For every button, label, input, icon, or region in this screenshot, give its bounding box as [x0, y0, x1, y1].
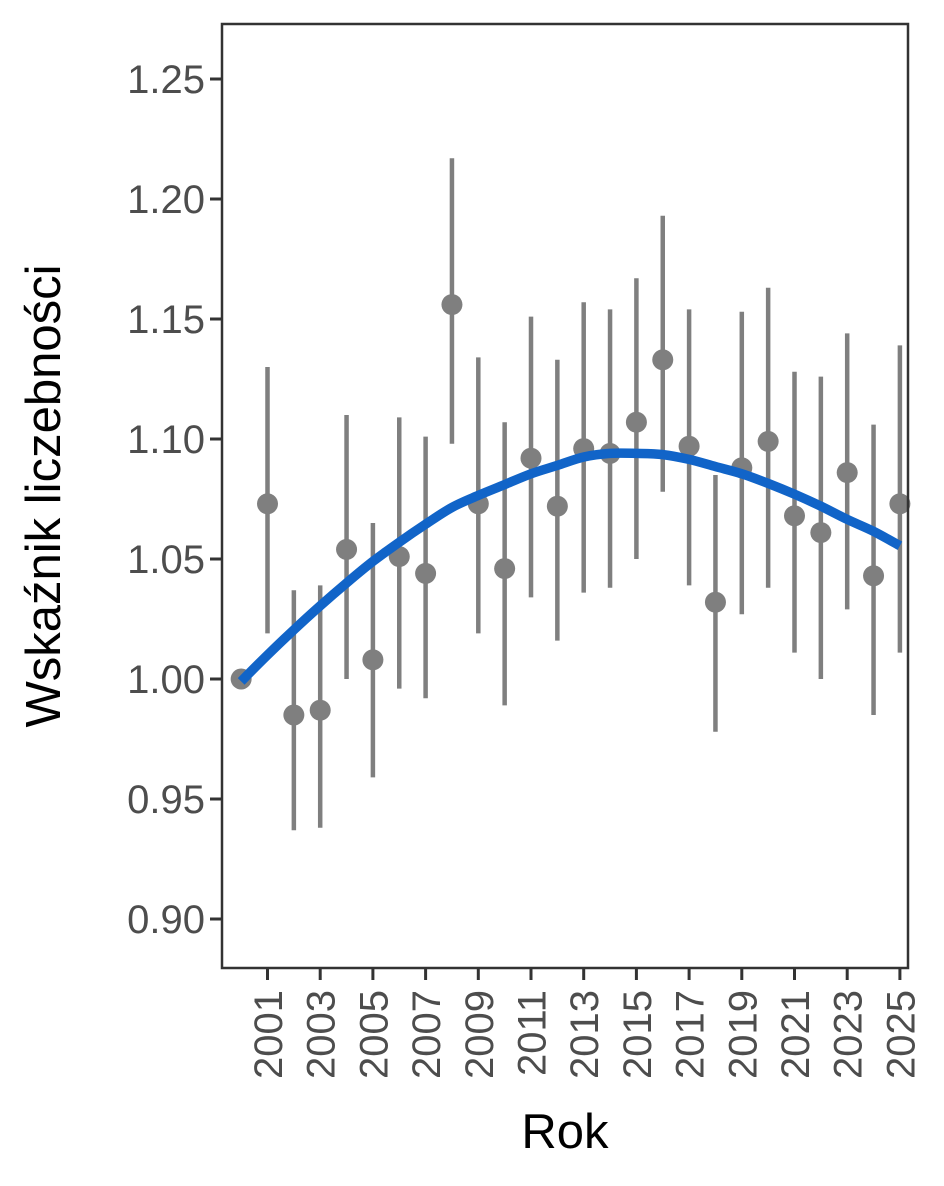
data-point: [652, 349, 674, 371]
x-tick-label: 2023: [827, 990, 871, 1079]
x-axis-ticks: 2001 2003 2005 2007 2009 2011 2013 2015 2017 2019…: [247, 968, 923, 1079]
data-point: [283, 704, 305, 726]
data-point: [494, 558, 516, 580]
data-point: [362, 649, 384, 671]
y-tick-label: 1.05: [127, 538, 205, 582]
y-tick-label: 0.95: [127, 778, 205, 822]
x-tick-label: 2001: [247, 990, 291, 1079]
data-point: [810, 522, 832, 544]
y-tick-label: 1.00: [127, 658, 205, 702]
data-point: [520, 447, 542, 469]
y-tick-label: 1.25: [127, 58, 205, 102]
x-tick-label: 2021: [774, 990, 818, 1079]
x-tick-label: 2005: [352, 990, 396, 1079]
y-tick-label: 1.10: [127, 418, 205, 462]
smoothed-trend-line: [237, 448, 903, 685]
y-axis-ticks: 1.25 1.20 1.15 1.10 1.05 1.00 0.95 0.90: [127, 58, 222, 942]
data-point: [757, 430, 779, 452]
x-tick-label: 2009: [458, 990, 502, 1079]
y-tick-label: 1.20: [127, 178, 205, 222]
data-point: [836, 462, 858, 484]
data-point: [441, 294, 463, 316]
data-point: [889, 493, 911, 515]
x-tick-label: 2007: [405, 990, 449, 1079]
x-tick-label: 2003: [300, 990, 344, 1079]
y-tick-label: 0.90: [127, 898, 205, 942]
data-point: [546, 495, 568, 517]
x-tick-label: 2011: [511, 990, 555, 1076]
y-axis-title: Wskaźnik liczebności: [17, 265, 71, 728]
trend-line-layer: [237, 448, 903, 685]
data-point: [415, 562, 437, 584]
data-point: [309, 699, 331, 721]
data-point: [704, 591, 726, 613]
data-point: [863, 565, 885, 587]
y-tick-label: 1.15: [127, 298, 205, 342]
x-axis-title: Rok: [521, 1105, 609, 1159]
data-points-layer: [230, 294, 911, 726]
x-tick-label: 2025: [879, 990, 923, 1079]
panel-border: [220, 22, 910, 970]
data-point: [784, 505, 805, 527]
x-tick-label: 2015: [616, 990, 660, 1079]
data-point: [257, 493, 278, 515]
data-point: [678, 435, 700, 457]
x-tick-label: 2017: [669, 990, 713, 1079]
x-tick-label: 2019: [721, 990, 765, 1079]
x-tick-label: 2013: [563, 990, 607, 1079]
data-point: [336, 538, 358, 560]
data-point: [625, 411, 647, 433]
